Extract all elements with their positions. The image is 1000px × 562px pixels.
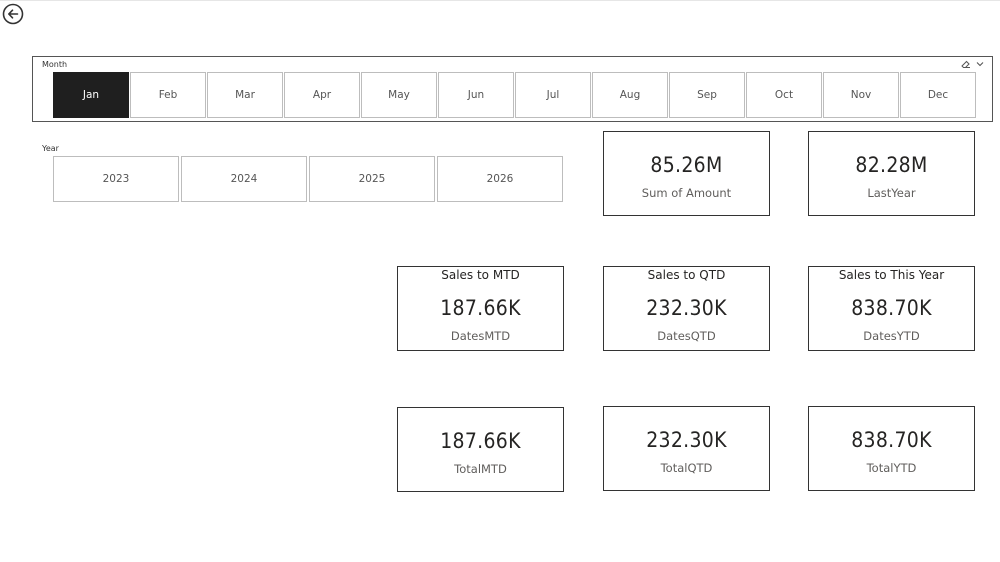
- eraser-icon[interactable]: [960, 58, 972, 70]
- card-sales-mtd: Sales to MTD 187.66K DatesMTD: [397, 266, 564, 351]
- card-label: TotalYTD: [866, 461, 917, 475]
- month-tile-mar[interactable]: Mar: [207, 72, 283, 118]
- slicer-toolbar: [958, 58, 988, 70]
- month-tile-nov[interactable]: Nov: [823, 72, 899, 118]
- month-tile-apr[interactable]: Apr: [284, 72, 360, 118]
- card-value: 232.30K: [646, 428, 727, 452]
- card-label: DatesQTD: [657, 329, 716, 343]
- year-tile-2026[interactable]: 2026: [437, 156, 563, 202]
- card-sales-ytd: Sales to This Year 838.70K DatesYTD: [808, 266, 975, 351]
- card-label: LastYear: [867, 186, 916, 200]
- month-tile-aug[interactable]: Aug: [592, 72, 668, 118]
- month-tile-dec[interactable]: Dec: [900, 72, 976, 118]
- month-tile-jul[interactable]: Jul: [515, 72, 591, 118]
- month-tile-feb[interactable]: Feb: [130, 72, 206, 118]
- back-arrow-icon: [2, 3, 24, 25]
- year-tile-2023[interactable]: 2023: [53, 156, 179, 202]
- year-slicer-title: Year: [42, 144, 59, 153]
- card-value: 838.70K: [851, 428, 932, 452]
- chevron-down-icon[interactable]: [974, 58, 986, 70]
- card-sales-qtd: Sales to QTD 232.30K DatesQTD: [603, 266, 770, 351]
- card-total-mtd: 187.66K TotalMTD: [397, 407, 564, 492]
- month-tile-jun[interactable]: Jun: [438, 72, 514, 118]
- year-tile-2024[interactable]: 2024: [181, 156, 307, 202]
- card-title: Sales to This Year: [838, 268, 945, 282]
- back-button[interactable]: [2, 3, 24, 25]
- year-tile-2025[interactable]: 2025: [309, 156, 435, 202]
- month-tile-oct[interactable]: Oct: [746, 72, 822, 118]
- card-title: Sales to QTD: [647, 268, 726, 282]
- card-value: 838.70K: [851, 296, 932, 320]
- month-tile-sep[interactable]: Sep: [669, 72, 745, 118]
- card-title: Sales to MTD: [441, 268, 520, 282]
- card-total-qtd: 232.30K TotalQTD: [603, 406, 770, 491]
- card-label: DatesYTD: [863, 329, 920, 343]
- card-label: Sum of Amount: [641, 186, 732, 200]
- card-total-ytd: 838.70K TotalYTD: [808, 406, 975, 491]
- month-tile-may[interactable]: May: [361, 72, 437, 118]
- card-label: TotalMTD: [454, 462, 507, 476]
- month-slicer-title: Month: [42, 60, 68, 69]
- card-value: 82.28M: [855, 153, 928, 177]
- top-divider: [0, 0, 1000, 1]
- month-slicer: [32, 56, 993, 122]
- card-value: 187.66K: [440, 429, 521, 453]
- card-sum-of-amount: 85.26M Sum of Amount: [603, 131, 770, 216]
- card-label: DatesMTD: [450, 329, 511, 343]
- card-label: TotalQTD: [660, 461, 713, 475]
- card-last-year: 82.28M LastYear: [808, 131, 975, 216]
- card-value: 187.66K: [440, 296, 521, 320]
- card-value: 85.26M: [650, 153, 723, 177]
- card-value: 232.30K: [646, 296, 727, 320]
- month-tile-jan[interactable]: Jan: [53, 72, 129, 118]
